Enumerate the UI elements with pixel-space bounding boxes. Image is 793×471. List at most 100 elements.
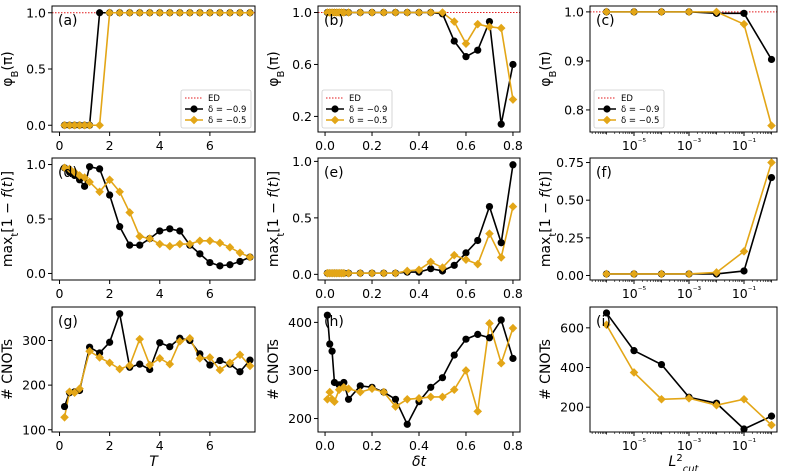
- data-point-delta-0.9: [462, 335, 470, 343]
- legend-entry-s2: δ = −0.5: [349, 116, 387, 126]
- y-tick-label: 600: [560, 320, 584, 335]
- data-point-delta-0.5: [496, 23, 506, 33]
- data-point-delta-0.5: [485, 22, 494, 32]
- legend-marker: [330, 115, 340, 125]
- data-point-delta-0.5: [95, 353, 104, 362]
- data-point-delta-0.9: [146, 365, 154, 374]
- data-point-delta-0.5: [473, 19, 483, 29]
- y-tick-label: 1.0: [26, 5, 46, 20]
- data-point-delta-0.9: [176, 227, 184, 235]
- legend-marker: [603, 105, 611, 113]
- data-point-delta-0.9: [156, 339, 164, 347]
- data-point-delta-0.9: [196, 250, 204, 258]
- data-point-delta-0.9: [602, 309, 611, 317]
- panel-label: (d): [58, 165, 78, 181]
- x-tick-label: 4: [156, 286, 164, 301]
- series-line-delta-0.9: [326, 315, 514, 427]
- legend-marker: [190, 105, 198, 113]
- legend-entry-s1: δ = −0.9: [208, 105, 246, 115]
- legend: EDδ = −0.9δ = −0.5: [593, 89, 665, 129]
- x-tick-base: 10: [677, 286, 693, 301]
- data-point-delta-0.5: [414, 265, 424, 275]
- data-point-delta-0.5: [80, 120, 89, 130]
- data-point-delta-0.9: [226, 261, 234, 269]
- y-tick-label: 0.5: [26, 212, 46, 227]
- label-part: t: [548, 233, 559, 237]
- data-point-delta-0.9: [196, 350, 204, 358]
- data-point-delta-0.5: [426, 257, 436, 267]
- data-point-delta-0.5: [449, 17, 459, 26]
- data-point-delta-0.5: [339, 8, 349, 17]
- legend-entry-s2: δ = −0.5: [208, 116, 246, 126]
- y-axis-label: φB(π): [0, 51, 21, 86]
- data-point-delta-0.5: [449, 250, 459, 260]
- label-part: t: [538, 181, 554, 187]
- data-point-delta-0.9: [657, 360, 666, 369]
- data-point-delta-0.5: [115, 364, 124, 374]
- data-point-delta-0.9: [740, 9, 748, 17]
- x-tick-label: 0.8: [503, 138, 523, 153]
- data-point-delta-0.5: [155, 239, 165, 249]
- x-tick-base: 10: [732, 286, 748, 301]
- data-point-delta-0.9: [740, 425, 748, 433]
- x-tick-label: 10⁻³: [677, 438, 702, 453]
- x-tick-base: 10: [677, 438, 693, 453]
- data-point-delta-0.5: [155, 354, 165, 363]
- panel-label: (g): [58, 314, 78, 330]
- legend-box: [321, 89, 393, 129]
- data-point-delta-0.5: [391, 8, 400, 17]
- data-point-delta-0.5: [426, 8, 436, 17]
- data-point-delta-0.9: [497, 239, 505, 247]
- data-point-delta-0.5: [414, 394, 424, 403]
- data-point-delta-0.5: [767, 420, 776, 430]
- legend-entry-ed: ED: [621, 94, 633, 104]
- series-line-delta-0.5: [327, 11, 514, 100]
- data-point-delta-0.9: [206, 361, 214, 369]
- data-point-delta-0.5: [195, 236, 205, 246]
- x-tick-label: 2: [106, 138, 114, 153]
- x-tick-exponent: ⁻⁵: [638, 286, 647, 296]
- legend-box: [180, 89, 252, 129]
- data-point-delta-0.5: [75, 384, 84, 393]
- data-point-delta-0.5: [75, 120, 84, 130]
- data-point-delta-0.9: [216, 262, 224, 270]
- data-point-delta-0.5: [712, 400, 721, 410]
- data-point-delta-0.9: [106, 338, 114, 346]
- x-tick-label: 0.6: [456, 286, 476, 301]
- y-axis-label: maxt[1 − f(t)]: [538, 171, 559, 267]
- panel-label: (i): [596, 314, 611, 330]
- legend: EDδ = −0.9δ = −0.5: [180, 89, 252, 129]
- data-point-delta-0.5: [438, 392, 447, 402]
- data-point-delta-0.9: [427, 265, 435, 273]
- data-point-delta-0.5: [175, 239, 185, 249]
- data-point-delta-0.5: [391, 268, 400, 278]
- x-tick-base: 10: [677, 138, 693, 153]
- panel-label: (c): [596, 13, 615, 29]
- data-point-delta-0.9: [156, 227, 164, 235]
- data-point-delta-0.5: [175, 337, 185, 346]
- label-part: B: [276, 70, 287, 77]
- data-point-delta-0.5: [629, 7, 639, 17]
- data-point-delta-0.5: [426, 392, 436, 402]
- label-part: max: [266, 237, 282, 268]
- x-tick-exponent: ⁻³: [693, 286, 702, 296]
- label-part: L: [669, 454, 677, 470]
- legend-entry-s2: δ = −0.5: [621, 116, 659, 126]
- y-tick-label: 0.8: [564, 102, 584, 117]
- data-point-delta-0.5: [367, 268, 377, 278]
- series-line-delta-0.9: [327, 164, 514, 275]
- y-tick-label: 200: [560, 400, 584, 415]
- data-point-delta-0.5: [414, 8, 424, 17]
- data-point-delta-0.5: [105, 175, 114, 185]
- data-point-delta-0.5: [739, 247, 749, 256]
- label-part: (: [266, 187, 282, 192]
- label-part: [1 −: [266, 198, 282, 233]
- x-tick-label: 0.4: [409, 286, 429, 301]
- data-point-delta-0.9: [767, 412, 776, 420]
- data-point-delta-0.9: [462, 249, 470, 257]
- data-point-delta-0.9: [236, 368, 244, 376]
- data-point-delta-0.5: [485, 229, 494, 238]
- data-point-delta-0.9: [438, 374, 447, 382]
- data-point-delta-0.9: [485, 334, 494, 342]
- series-line-delta-0.5: [606, 162, 773, 275]
